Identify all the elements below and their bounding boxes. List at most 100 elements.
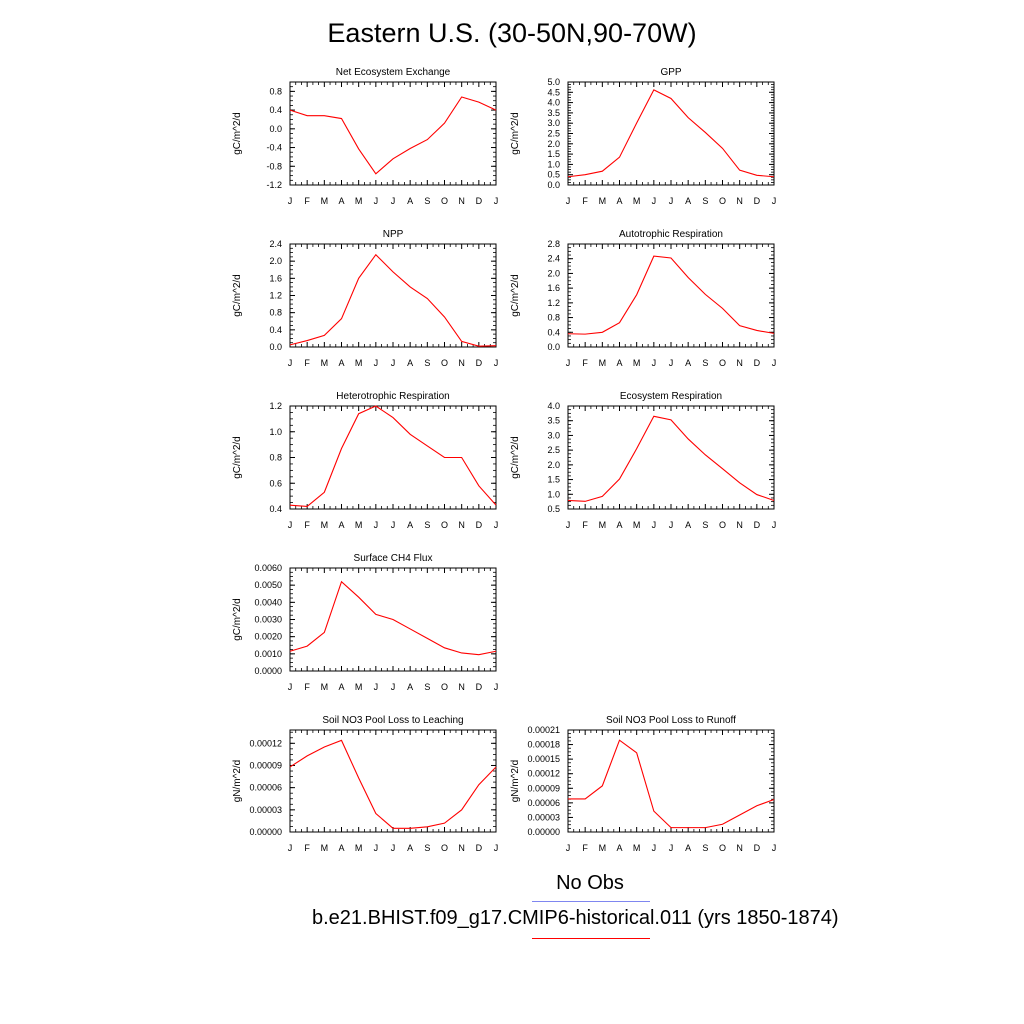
x-tick-label: A <box>338 520 344 530</box>
x-tick-label: A <box>685 843 691 853</box>
y-tick-label: 2.5 <box>547 445 560 455</box>
plot-frame <box>289 405 497 510</box>
x-tick-label: S <box>424 682 430 692</box>
y-tick-label: 0.5 <box>547 170 560 180</box>
y-tick-label: 2.8 <box>547 239 560 249</box>
x-tick-label: J <box>772 520 777 530</box>
y-tick-label: 0.0010 <box>254 649 282 659</box>
x-tick-label: N <box>458 196 465 206</box>
x-tick-label: J <box>669 520 674 530</box>
x-tick-label: O <box>441 196 448 206</box>
x-tick-label: J <box>494 196 499 206</box>
y-tick-label: 0.00003 <box>527 812 560 822</box>
x-tick-label: O <box>441 682 448 692</box>
y-tick-label: 4.5 <box>547 87 560 97</box>
x-tick-label: F <box>304 843 310 853</box>
plot-frame <box>567 405 775 510</box>
x-tick-label: D <box>476 682 483 692</box>
x-tick-label: J <box>391 358 396 368</box>
x-tick-label: N <box>736 358 743 368</box>
y-tick-label: 0.00012 <box>249 738 282 748</box>
x-tick-label: J <box>652 196 657 206</box>
x-tick-label: A <box>685 520 691 530</box>
y-tick-label: 1.0 <box>547 159 560 169</box>
x-tick-label: M <box>355 843 363 853</box>
chart-title: Surface CH4 Flux <box>354 553 433 564</box>
plot-frame <box>289 729 497 833</box>
x-tick-label: M <box>633 196 641 206</box>
x-tick-label: M <box>321 843 329 853</box>
x-tick-label: N <box>458 682 465 692</box>
x-tick-label: N <box>458 843 465 853</box>
chart-panel: Soil NO3 Pool Loss to Leaching gN/m^2/d J F… <box>232 715 498 853</box>
x-tick-label: A <box>616 843 622 853</box>
x-tick-label: D <box>476 843 483 853</box>
y-tick-label: 0.00000 <box>527 827 560 837</box>
y-axis-label: gC/m^2/d <box>510 274 521 317</box>
x-tick-label: N <box>736 196 743 206</box>
y-tick-label: 1.2 <box>269 291 282 301</box>
x-tick-label: F <box>304 520 310 530</box>
x-tick-label: J <box>652 843 657 853</box>
x-tick-label: F <box>304 358 310 368</box>
x-tick-label: S <box>702 196 708 206</box>
y-axis-label: gC/m^2/d <box>232 598 243 641</box>
y-axis-label: gN/m^2/d <box>510 760 521 803</box>
x-tick-label: M <box>321 682 329 692</box>
x-tick-label: M <box>321 196 329 206</box>
x-tick-label: D <box>754 843 761 853</box>
x-tick-label: M <box>321 520 329 530</box>
x-tick-label: S <box>702 358 708 368</box>
x-tick-label: F <box>582 520 588 530</box>
x-tick-label: A <box>616 520 622 530</box>
y-tick-label: 0.00006 <box>527 798 560 808</box>
x-tick-label: J <box>494 358 499 368</box>
y-tick-label: 0.0050 <box>254 580 282 590</box>
x-tick-label: A <box>407 520 413 530</box>
y-tick-label: 1.5 <box>547 149 560 159</box>
x-tick-label: M <box>355 682 363 692</box>
x-tick-label: J <box>669 843 674 853</box>
x-tick-label: M <box>599 843 607 853</box>
chart-title: Net Ecosystem Exchange <box>336 67 451 78</box>
y-axis-label: gC/m^2/d <box>232 436 243 479</box>
x-tick-label: S <box>702 520 708 530</box>
x-tick-label: F <box>582 358 588 368</box>
y-tick-label: 3.0 <box>547 118 560 128</box>
y-tick-label: 0.0020 <box>254 632 282 642</box>
x-tick-label: A <box>407 358 413 368</box>
chart-title: Heterotrophic Respiration <box>336 391 449 402</box>
x-tick-label: O <box>441 358 448 368</box>
x-tick-label: F <box>582 196 588 206</box>
x-tick-label: J <box>288 196 293 206</box>
x-tick-label: J <box>566 520 571 530</box>
y-tick-label: 1.2 <box>547 298 560 308</box>
x-tick-label: F <box>304 196 310 206</box>
series-line <box>567 255 775 335</box>
y-tick-label: -1.2 <box>266 180 282 190</box>
x-tick-label: J <box>374 196 379 206</box>
y-axis-label: gC/m^2/d <box>510 112 521 155</box>
plot-frame <box>567 81 775 186</box>
x-tick-label: J <box>669 196 674 206</box>
x-tick-label: D <box>476 196 483 206</box>
x-tick-label: O <box>441 520 448 530</box>
x-tick-label: J <box>772 358 777 368</box>
x-tick-label: A <box>338 196 344 206</box>
x-tick-label: J <box>374 358 379 368</box>
x-tick-label: J <box>652 358 657 368</box>
chart-title: NPP <box>383 229 404 240</box>
x-tick-label: D <box>476 358 483 368</box>
x-tick-label: M <box>633 843 641 853</box>
x-tick-label: O <box>719 196 726 206</box>
x-tick-label: J <box>288 520 293 530</box>
x-tick-label: J <box>566 358 571 368</box>
x-tick-label: J <box>669 358 674 368</box>
x-tick-label: J <box>391 843 396 853</box>
y-tick-label: 0.4 <box>547 327 560 337</box>
series-line <box>568 739 775 829</box>
x-tick-label: M <box>633 520 641 530</box>
x-tick-label: J <box>494 843 499 853</box>
